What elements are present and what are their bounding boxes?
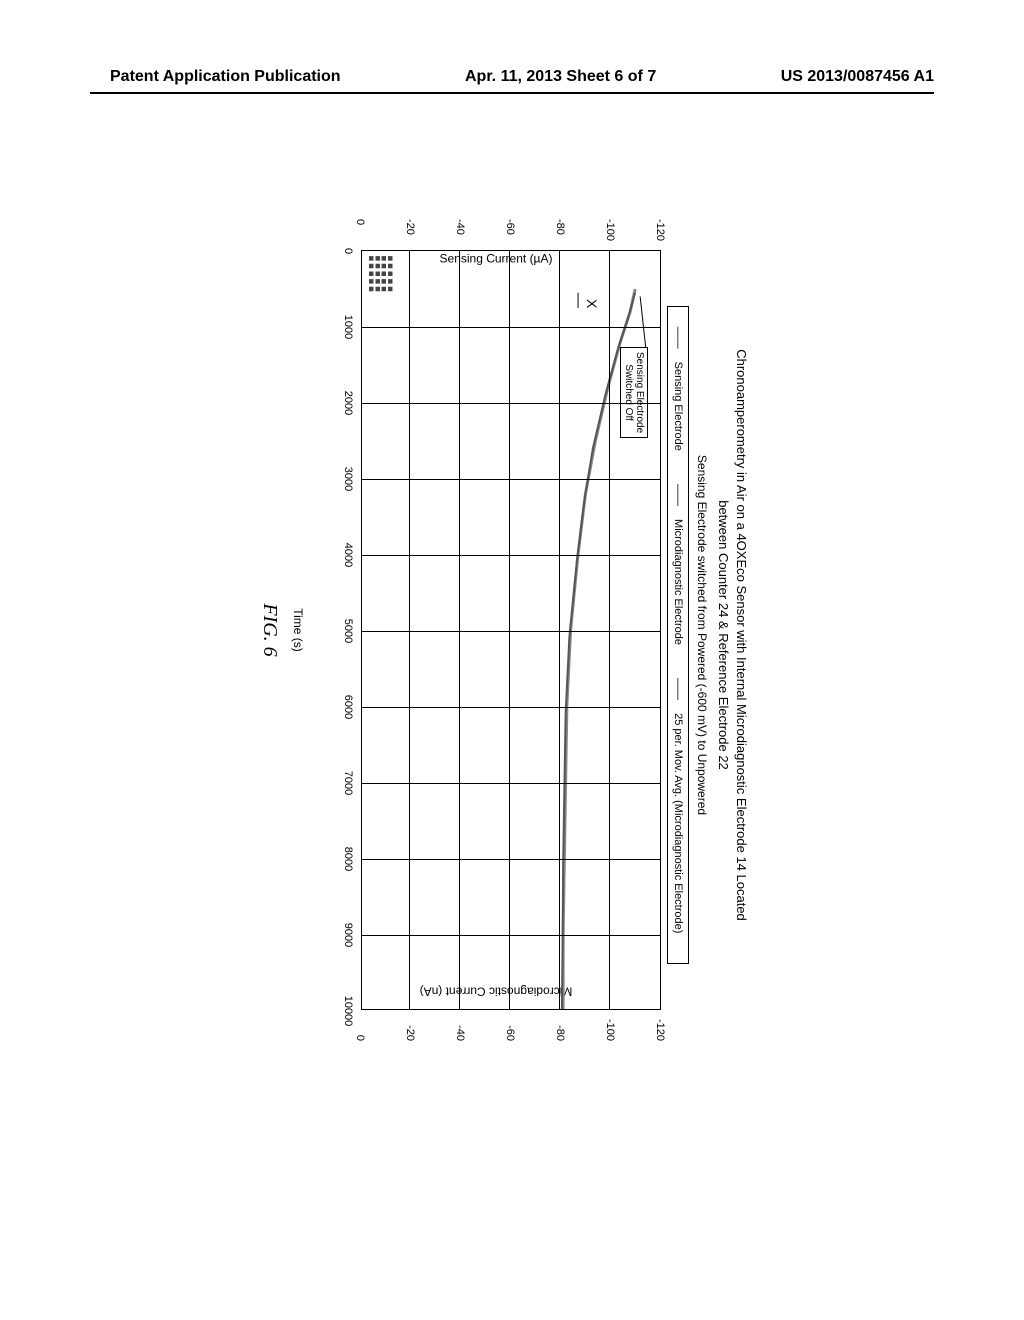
gridline-horizontal <box>459 251 460 1009</box>
y-tick-label-left: 0 <box>354 219 366 225</box>
y-tick-label-right: -100 <box>604 1019 616 1041</box>
x-tick-label: 3000 <box>342 467 354 491</box>
sensing-data-cluster: ⁞⁞⁞⁞⁞ <box>361 253 398 291</box>
header-right: US 2013/0087456 A1 <box>781 68 934 86</box>
chart-subtitle: Sensing Electrode switched from Powered … <box>695 200 709 1070</box>
gridline-vertical <box>362 479 660 480</box>
y-tick-label-right: -80 <box>554 1025 566 1041</box>
annotation-switched-off: Sensing Electrode Switched Off <box>620 347 648 438</box>
chart-inner: Chronoamperometry in Air on a 4OXEco Sen… <box>280 200 750 1070</box>
x-tick-label: 8000 <box>342 847 354 871</box>
gridline-vertical <box>362 403 660 404</box>
y-tick-label-left: -20 <box>404 219 416 235</box>
y-tick-label-right: 0 <box>354 1035 366 1041</box>
header-left: Patent Application Publication <box>110 68 341 86</box>
annotation-x-marker: X <box>584 299 600 308</box>
x-tick-label: 9000 <box>342 923 354 947</box>
header-rule <box>90 92 934 94</box>
y-tick-label-left: -60 <box>504 219 516 235</box>
gridline-vertical <box>362 707 660 708</box>
y-tick-label-left: -120 <box>654 219 666 241</box>
x-tick-label: 2000 <box>342 391 354 415</box>
x-tick-label: 5000 <box>342 619 354 643</box>
gridline-horizontal <box>609 251 610 1009</box>
chart-title-line1: Chronoamperometry in Air on a 4OXEco Sen… <box>732 200 750 1070</box>
legend-micro: —— Microdiagnostic Electrode <box>672 484 684 655</box>
x-tick-label: 10000 <box>342 996 354 1027</box>
gridline-horizontal <box>559 251 560 1009</box>
chart-title-line2: between Counter 24 & Reference Electrode… <box>715 200 733 1070</box>
chart-container: Chronoamperometry in Air on a 4OXEco Sen… <box>80 400 950 870</box>
gridline-horizontal <box>509 251 510 1009</box>
chart-title: Chronoamperometry in Air on a 4OXEco Sen… <box>715 200 750 1070</box>
x-tick-label: 0 <box>342 248 354 254</box>
chart-legend: —— Sensing Electrode —— Microdiagnostic … <box>667 306 689 965</box>
y-tick-label-left: -100 <box>604 219 616 241</box>
gridline-vertical <box>362 555 660 556</box>
page: Patent Application Publication Apr. 11, … <box>0 0 1024 1320</box>
gridline-vertical <box>362 631 660 632</box>
legend-movavg: —— 25 per. Mov. Avg. (Microdiagnostic El… <box>672 678 684 943</box>
y-tick-label-right: -60 <box>504 1025 516 1041</box>
y-tick-label-left: -80 <box>554 219 566 235</box>
figure-caption: FIG. 6 <box>258 250 281 1010</box>
legend-sensing: —— Sensing Electrode <box>672 327 684 461</box>
y-tick-label-right: -120 <box>654 1019 666 1041</box>
page-header: Patent Application Publication Apr. 11, … <box>0 68 1024 86</box>
x-tick-label: 7000 <box>342 771 354 795</box>
x-tick-label: 6000 <box>342 695 354 719</box>
chart-svg <box>362 251 660 1009</box>
x-tick-label: 4000 <box>342 543 354 567</box>
gridline-vertical <box>362 783 660 784</box>
y-tick-label-right: -40 <box>454 1025 466 1041</box>
gridline-vertical <box>362 327 660 328</box>
y-tick-label-left: -40 <box>454 219 466 235</box>
gridline-vertical <box>362 935 660 936</box>
x-tick-label: 1000 <box>342 315 354 339</box>
gridline-horizontal <box>409 251 410 1009</box>
header-center: Apr. 11, 2013 Sheet 6 of 7 <box>465 68 656 86</box>
chart-plot-area: ⁞⁞⁞⁞⁞ Sensing Electrode Switched Off X 0… <box>361 250 661 1010</box>
gridline-vertical <box>362 859 660 860</box>
x-axis-label: Time (s) <box>291 250 305 1010</box>
y-tick-label-right: -20 <box>404 1025 416 1041</box>
